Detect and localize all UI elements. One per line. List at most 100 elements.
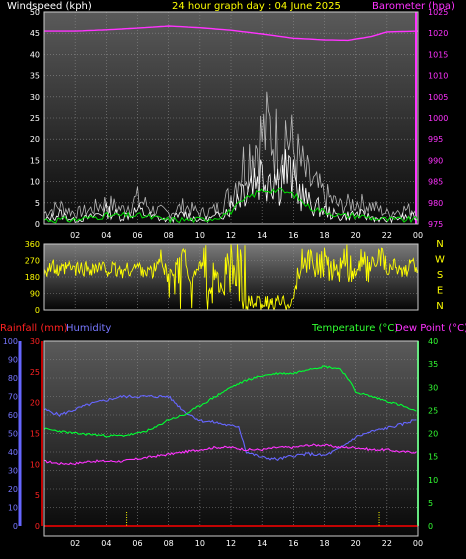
humidity-line (43, 394, 417, 461)
barometer-axis-title: Barometer (hpa) (372, 1, 455, 12)
windspeed-axis-title: Windspeed (kph) (7, 1, 92, 12)
wind-x-tick-label: 02 (70, 231, 80, 240)
barometer-line (44, 25, 419, 42)
climate-x-tick-label: 16 (288, 539, 298, 548)
temp-tick-label: 30 (428, 383, 438, 392)
humidity-tick-label: 100 (3, 337, 18, 346)
wind-tick-label: 35 (30, 72, 40, 81)
wind-x-tick-label: 12 (226, 231, 236, 240)
direction-panel-frame (43, 243, 419, 311)
rain-tick-label: 30 (30, 337, 40, 346)
wind-x-tick-label: 08 (164, 231, 174, 240)
temp-tick-label: 15 (428, 453, 438, 462)
temperature-line (43, 365, 417, 438)
climate-x-tick-label: 14 (257, 539, 267, 548)
baro-tick-label: 975 (428, 220, 443, 229)
wind-panel-frame (43, 11, 419, 225)
baro-tick-label: 1025 (428, 8, 448, 17)
humidity-tick-label: 10 (8, 504, 18, 513)
climate-x-tick-label: 04 (101, 539, 111, 548)
baro-tick-label: 985 (428, 178, 443, 187)
climate-x-tick-label: 20 (351, 539, 361, 548)
wind-x-tick-label: 22 (382, 231, 392, 240)
temperature-axis-title: Temperature (°C) (311, 323, 398, 334)
compass-label: E (437, 286, 443, 297)
rain-tick-label: 20 (30, 399, 40, 408)
wind-speed-line (43, 149, 417, 224)
wind-x-tick-label: 04 (101, 231, 111, 240)
dewpoint-line (43, 443, 417, 466)
rain-tick-label: 0 (35, 522, 40, 531)
wind-x-tick-label: 20 (351, 231, 361, 240)
direction-axis-labels: 0 90 180 270 360 (25, 240, 40, 315)
wind-x-tick-label: 06 (132, 231, 142, 240)
baro-tick-label: 1010 (428, 72, 448, 81)
climate-x-tick-label: 10 (195, 539, 205, 548)
rain-tick-label: 10 (30, 460, 40, 469)
humidity-tick-label: 40 (8, 448, 18, 457)
direction-tick-label: 270 (25, 257, 40, 266)
humidity-tick-label: 90 (8, 356, 18, 365)
temp-tick-label: 35 (428, 360, 438, 369)
baro-tick-label: 1000 (428, 114, 448, 123)
climate-panel-frame (43, 340, 419, 537)
compass-label: S (437, 270, 443, 281)
climate-x-tick-label: 18 (319, 539, 329, 548)
wind-series (43, 25, 419, 224)
baro-tick-label: 1015 (428, 50, 448, 59)
wind-tick-label: 30 (30, 93, 40, 102)
humidity-tick-label: 50 (8, 430, 18, 439)
temp-tick-label: 40 (428, 337, 438, 346)
rain-tick-label: 15 (30, 430, 40, 439)
humidity-tick-label: 60 (8, 411, 18, 420)
humidity-tick-label: 30 (8, 467, 18, 476)
climate-x-tick-label: 08 (164, 539, 174, 548)
wind-tick-label: 15 (30, 156, 40, 165)
compass-label: N (436, 301, 443, 312)
wind-x-tick-label: 10 (195, 231, 205, 240)
climate-x-tick-label: 12 (226, 539, 236, 548)
wind-tick-label: 45 (30, 29, 40, 38)
baro-tick-label: 990 (428, 156, 443, 165)
compass-label: N (436, 239, 443, 250)
wind-tick-label: 50 (30, 8, 40, 17)
wind-tick-label: 20 (30, 135, 40, 144)
dewpoint-axis-title: Dew Point (°C) (395, 323, 466, 334)
humidity-tick-label: 70 (8, 393, 18, 402)
wind-average-line (43, 187, 419, 224)
temp-tick-label: 5 (428, 499, 433, 508)
climate-series (43, 365, 418, 527)
temp-tick-label: 25 (428, 406, 438, 415)
chart-title: 24 hour graph day : 04 June 2025 (172, 1, 341, 12)
rain-tick-label: 25 (30, 368, 40, 377)
temp-tick-label: 10 (428, 476, 438, 485)
climate-x-tick-label: 02 (70, 539, 80, 548)
temp-tick-label: 20 (428, 430, 438, 439)
climate-axis-labels: 0102030405060708090100051015202530051015… (3, 337, 438, 548)
baro-tick-label: 1020 (428, 29, 448, 38)
wind-tick-label: 5 (35, 199, 40, 208)
humidity-tick-label: 80 (8, 374, 18, 383)
climate-x-tick-label: 06 (132, 539, 142, 548)
temp-tick-label: 0 (428, 522, 433, 531)
wind-tick-label: 25 (30, 114, 40, 123)
baro-tick-label: 995 (428, 135, 443, 144)
compass-label: W (435, 255, 445, 266)
wind-x-tick-label: 14 (257, 231, 267, 240)
baro-tick-label: 980 (428, 199, 443, 208)
wind-x-tick-label: 16 (288, 231, 298, 240)
climate-x-tick-label: 22 (382, 539, 392, 548)
humidity-tick-label: 20 (8, 485, 18, 494)
direction-tick-label: 360 (25, 240, 40, 249)
climate-x-tick-label: 00 (413, 539, 423, 548)
wind-tick-label: 0 (35, 220, 40, 229)
wind-axis-labels: 0510152025303540455097598098599099510001… (30, 8, 449, 240)
humidity-tick-label: 0 (13, 522, 18, 531)
wind-x-tick-label: 00 (413, 231, 423, 240)
wind-tick-label: 40 (30, 50, 40, 59)
rainfall-axis-title: Rainfall (mm) (0, 323, 68, 334)
wind-tick-label: 10 (30, 178, 40, 187)
